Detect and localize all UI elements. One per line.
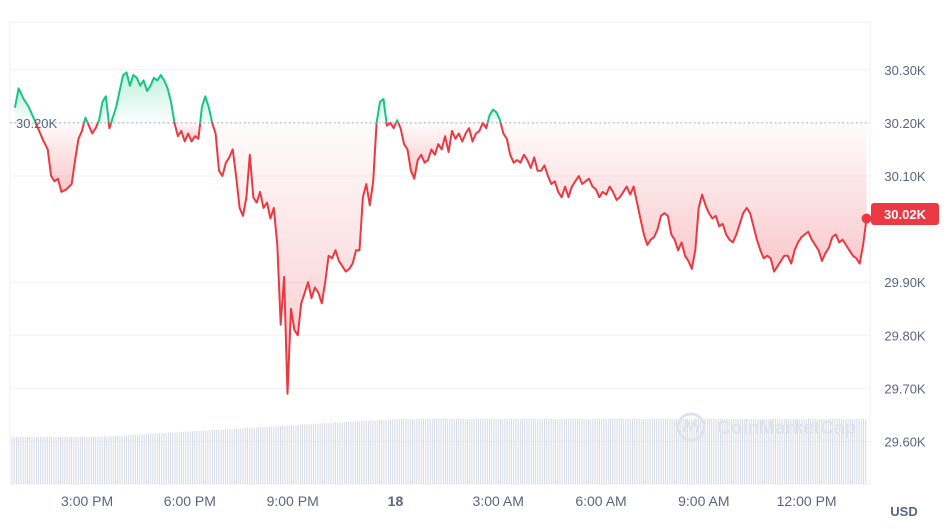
line-segment-up (96, 95, 110, 124)
y-axis: 30.30K 30.20K 30.10K 29.90K 29.80K 29.70K 29.6… (884, 63, 926, 450)
x-tick-label: 3:00 AM (473, 493, 524, 509)
y-tick-label: 30.10K (884, 169, 926, 184)
y-tick-label: 30.20K (884, 116, 926, 131)
y-tick-label: 30.30K (884, 63, 926, 78)
x-tick-label: 9:00 PM (267, 493, 319, 509)
x-tick-label: 18 (388, 493, 404, 509)
line-segment-down (86, 121, 99, 135)
area-below-reference (87, 122, 98, 134)
volume-bars (11, 419, 867, 484)
line-segment-down (173, 121, 202, 143)
line-segment-down (385, 121, 392, 127)
line-segment-down (389, 121, 397, 130)
area-below-reference (35, 122, 84, 192)
area-above-reference (487, 109, 501, 123)
line-segment-down (499, 121, 868, 273)
coinmarketcap-logo-icon (676, 412, 706, 442)
line-segment-up (375, 98, 388, 124)
currency-unit-label: USD (890, 504, 917, 519)
x-tick-label: 6:00 AM (575, 493, 626, 509)
line-segment-up (83, 116, 89, 124)
line-segment-up (199, 95, 214, 124)
line-segment-up (110, 71, 176, 124)
line-segment-down (397, 121, 484, 180)
line-segment-down (481, 121, 489, 130)
current-price-tag (871, 203, 939, 225)
x-tick-label: 3:00 PM (61, 493, 113, 509)
line-segment-up (486, 108, 502, 124)
x-tick-label: 9:00 AM (678, 493, 729, 509)
current-price-dot (861, 213, 872, 224)
line-segment-down (34, 121, 85, 193)
y-tick-label: 29.60K (884, 435, 926, 450)
area-below-reference (398, 122, 483, 179)
x-tick-label: 12:00 PM (777, 493, 837, 509)
area-below-reference (500, 122, 867, 272)
line-segment-down (107, 121, 113, 130)
price-area (15, 72, 867, 394)
y-tick-label: 29.70K (884, 381, 926, 396)
x-axis: 3:00 PM 6:00 PM 9:00 PM 18 3:00 AM 6:00 AM 9:0… (61, 493, 837, 509)
watermark-text: CoinMarketCap (717, 418, 856, 439)
area-above-reference (15, 88, 36, 123)
price-line (14, 71, 868, 395)
reference-label: 30.20K (16, 116, 58, 131)
y-tick-label: 29.80K (884, 328, 926, 343)
line-segment-up (14, 87, 37, 124)
y-tick-label: 29.90K (884, 275, 926, 290)
watermark: CoinMarketCap (676, 412, 856, 442)
x-tick-label: 6:00 PM (164, 493, 216, 509)
line-segment-down (211, 121, 378, 395)
area-above-reference (111, 72, 175, 123)
current-price-label: 30.02K (884, 207, 927, 222)
